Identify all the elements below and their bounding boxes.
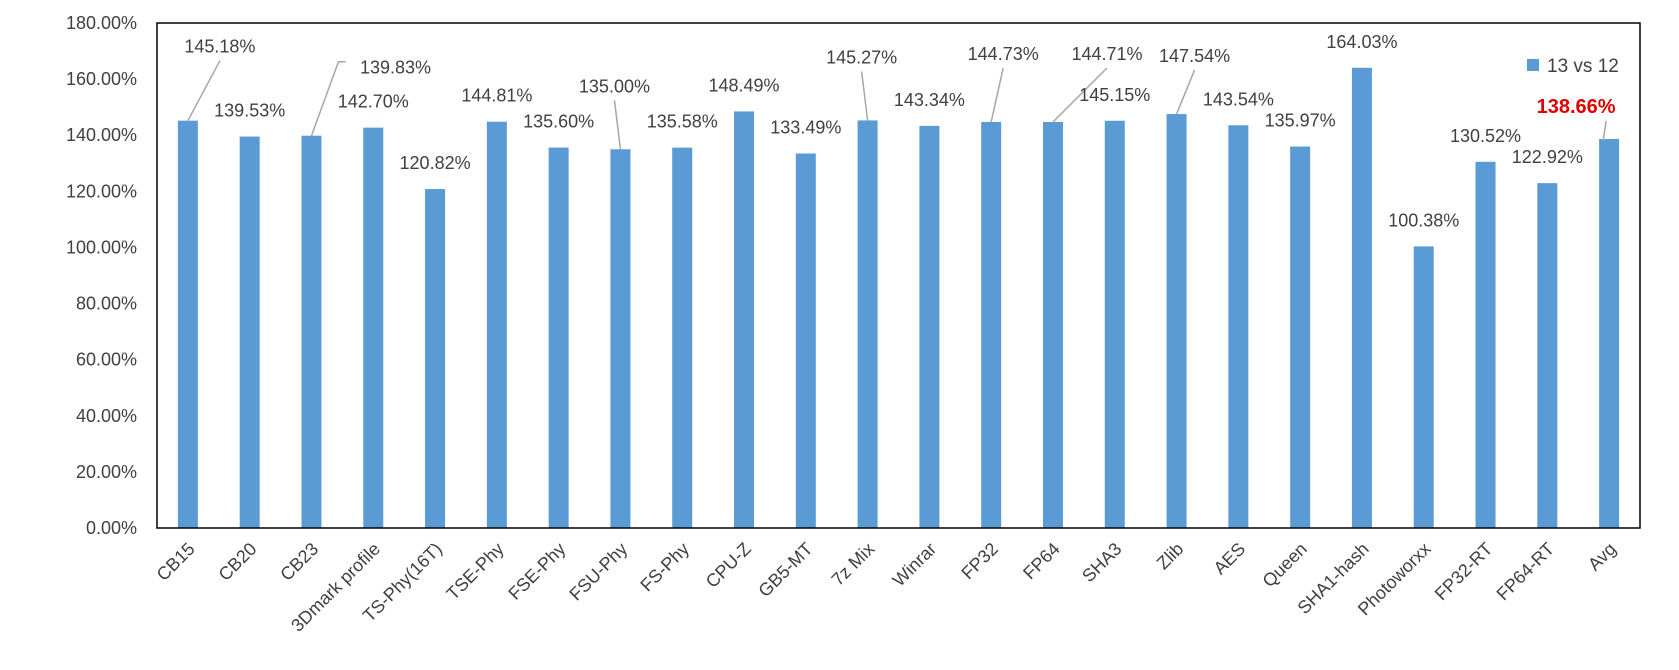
- data-label: 147.54%: [1159, 46, 1230, 66]
- y-tick-label: 0.00%: [86, 518, 137, 538]
- data-label: 135.97%: [1265, 111, 1336, 131]
- bar: [1413, 246, 1434, 528]
- bar: [795, 153, 816, 528]
- leader-line: [613, 100, 622, 150]
- x-tick-label: FS-Phy: [636, 539, 693, 596]
- bar: [981, 121, 1002, 529]
- bar: [1166, 114, 1187, 529]
- leader-line: [1175, 69, 1196, 115]
- x-tick-label: 7z Mix: [828, 539, 879, 590]
- bar: [1042, 122, 1063, 528]
- data-label: 145.15%: [1079, 85, 1150, 105]
- x-tick-label: GB5-MT: [754, 539, 816, 601]
- x-tick-label: Queen: [1259, 539, 1311, 591]
- x-tick-label: AES: [1210, 539, 1250, 579]
- bar: [1537, 183, 1558, 528]
- bar: [672, 147, 693, 528]
- bar: [177, 120, 198, 528]
- data-label: 142.70%: [338, 92, 409, 112]
- bar: [734, 111, 755, 529]
- bar: [857, 120, 878, 528]
- bar: [1475, 161, 1496, 528]
- legend-swatch: [1527, 59, 1539, 71]
- x-tick-label: CB15: [153, 539, 199, 585]
- y-tick-label: 120.00%: [66, 181, 137, 201]
- x-tick-label: FP32: [957, 539, 1002, 584]
- data-label: 135.00%: [579, 76, 650, 96]
- data-label: 135.60%: [523, 112, 594, 132]
- data-label: 139.83%: [360, 58, 431, 78]
- data-label: 100.38%: [1388, 210, 1459, 230]
- bar: [486, 121, 507, 528]
- leader-line: [860, 71, 869, 121]
- leader-line: [187, 60, 221, 122]
- data-label: 144.81%: [461, 86, 532, 106]
- data-label: 145.27%: [826, 47, 897, 67]
- leader-line: [990, 67, 1004, 123]
- x-tick-label: FSU-Phy: [565, 539, 631, 605]
- x-tick-label: FP32-RT: [1431, 539, 1497, 605]
- x-tick-label: CB23: [276, 539, 322, 585]
- bar: [239, 136, 260, 528]
- y-tick-label: 20.00%: [76, 462, 137, 482]
- highlight-data-label: 138.66%: [1537, 96, 1616, 118]
- y-tick-label: 100.00%: [66, 237, 137, 257]
- data-label: 144.73%: [968, 44, 1039, 64]
- y-tick-label: 60.00%: [76, 350, 137, 370]
- leader-line: [310, 60, 346, 136]
- x-tick-label: Zlib: [1153, 539, 1188, 574]
- y-tick-label: 40.00%: [76, 406, 137, 426]
- bar: [1351, 67, 1372, 529]
- bar: [548, 147, 569, 529]
- data-label: 130.52%: [1450, 126, 1521, 146]
- bar: [301, 135, 322, 529]
- legend-label: 13 vs 12: [1547, 56, 1619, 77]
- y-tick-label: 140.00%: [66, 125, 137, 145]
- x-tick-label: FP64: [1019, 539, 1064, 584]
- x-tick-label: SHA3: [1078, 539, 1125, 586]
- x-tick-label: TSE-Phy: [443, 539, 508, 604]
- leader-line: [1602, 120, 1607, 142]
- x-tick-label: CB20: [215, 539, 261, 585]
- x-tick-label: Winrar: [889, 539, 941, 591]
- x-tick-label: FP64-RT: [1493, 539, 1559, 605]
- bar: [1290, 146, 1311, 528]
- data-label: 120.82%: [400, 153, 471, 173]
- x-tick-label: CPU-Z: [702, 539, 755, 592]
- bar: [610, 149, 631, 528]
- x-tick-label: Avg: [1584, 539, 1620, 575]
- data-label: 148.49%: [708, 75, 779, 95]
- data-label: 133.49%: [770, 117, 841, 137]
- bar: [1599, 138, 1620, 528]
- data-label: 144.71%: [1071, 44, 1142, 64]
- data-label: 139.53%: [214, 101, 285, 121]
- data-label: 122.92%: [1512, 147, 1583, 167]
- data-label: 145.18%: [184, 37, 255, 57]
- data-label: 143.54%: [1203, 89, 1274, 109]
- bar: [363, 127, 384, 529]
- data-label: 143.34%: [894, 90, 965, 110]
- y-tick-label: 80.00%: [76, 294, 137, 314]
- bar: [1104, 120, 1125, 528]
- data-label: 135.58%: [647, 112, 718, 132]
- x-tick-label: FSE-Phy: [504, 539, 569, 604]
- y-tick-label: 180.00%: [66, 13, 137, 33]
- bar: [425, 189, 446, 528]
- bar: [919, 125, 940, 528]
- data-label: 164.03%: [1326, 32, 1397, 52]
- leader-line: [1052, 67, 1108, 123]
- bar: [1228, 125, 1249, 528]
- plot-area-border: [156, 22, 1641, 529]
- y-tick-label: 160.00%: [66, 69, 137, 89]
